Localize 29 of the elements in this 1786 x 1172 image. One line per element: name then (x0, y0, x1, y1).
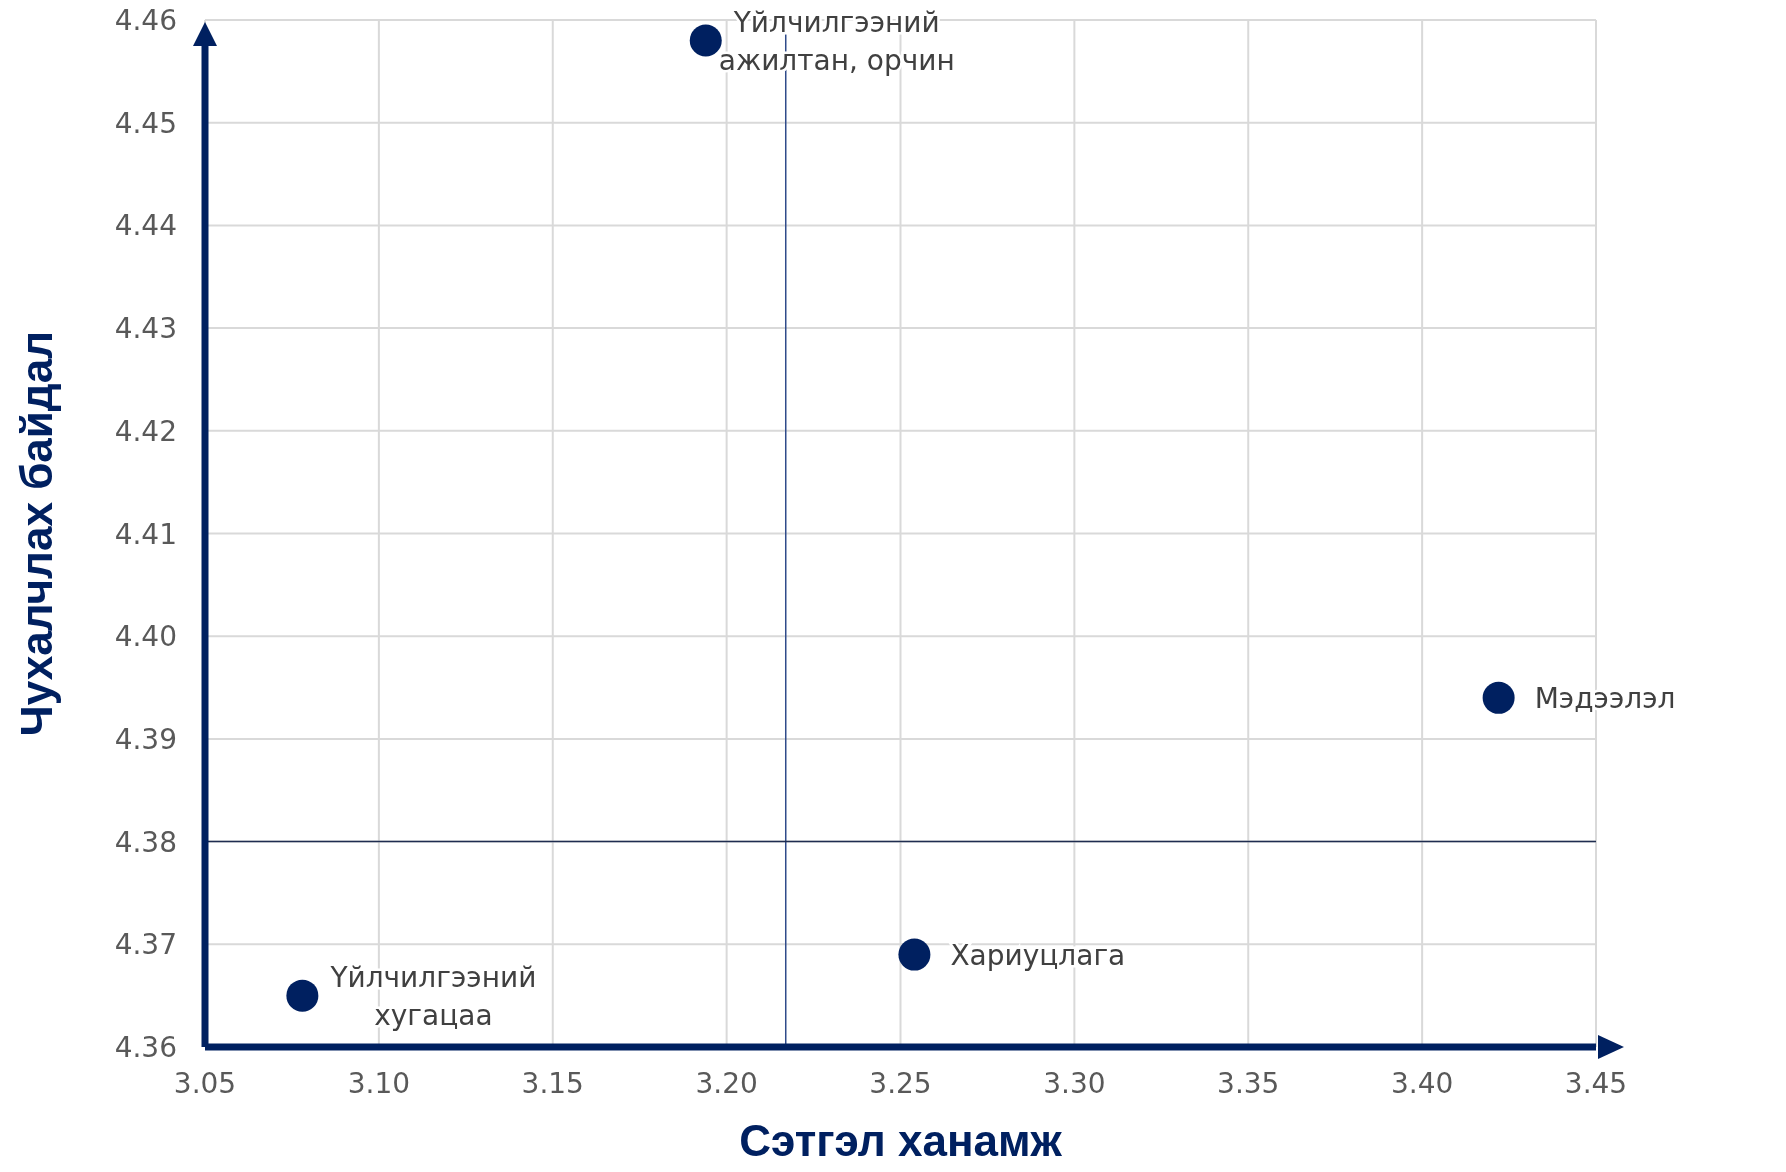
point (286, 979, 319, 1012)
annotation: Үйлчилгээний хугацаа (329, 960, 537, 1032)
x-tick-label: 3.15 (521, 1067, 584, 1100)
y-tick-label: 4.42 (114, 414, 177, 448)
y-tick-label: 4.36 (114, 1031, 177, 1064)
x-tick-label: 3.45 (1564, 1067, 1628, 1100)
y-tick-label: 4.43 (114, 312, 177, 346)
annotation: Мэдээлэл (1534, 681, 1676, 715)
y-tick-label: 4.38 (114, 825, 177, 859)
y-tick-label: 4.39 (114, 722, 177, 756)
y-tick-label: 4.46 (114, 4, 177, 37)
annotation: Хариуцлага (950, 938, 1126, 972)
point (1482, 681, 1515, 714)
x-tick-label: 3.35 (1217, 1067, 1280, 1100)
y-tick-label: 4.44 (114, 209, 177, 243)
point (898, 938, 931, 971)
y-axis-title: Чухалчлах байдал (12, 330, 61, 737)
x-tick-label: 3.10 (347, 1067, 411, 1100)
x-tick-label: 3.40 (1390, 1067, 1454, 1100)
point (689, 24, 722, 57)
y-tick-label: 4.40 (114, 620, 177, 654)
x-tick-label: 3.25 (869, 1067, 932, 1100)
x-tick-label: 3.05 (173, 1067, 237, 1100)
x-tick-label: 3.30 (1043, 1067, 1106, 1100)
x-tick-label: 3.20 (695, 1067, 758, 1100)
y-tick-label: 4.37 (114, 928, 177, 962)
y-tick-label: 4.41 (114, 517, 177, 551)
y-tick-label: 4.45 (114, 106, 177, 140)
x-axis-title: Сэтгэл ханамж (739, 1116, 1063, 1165)
